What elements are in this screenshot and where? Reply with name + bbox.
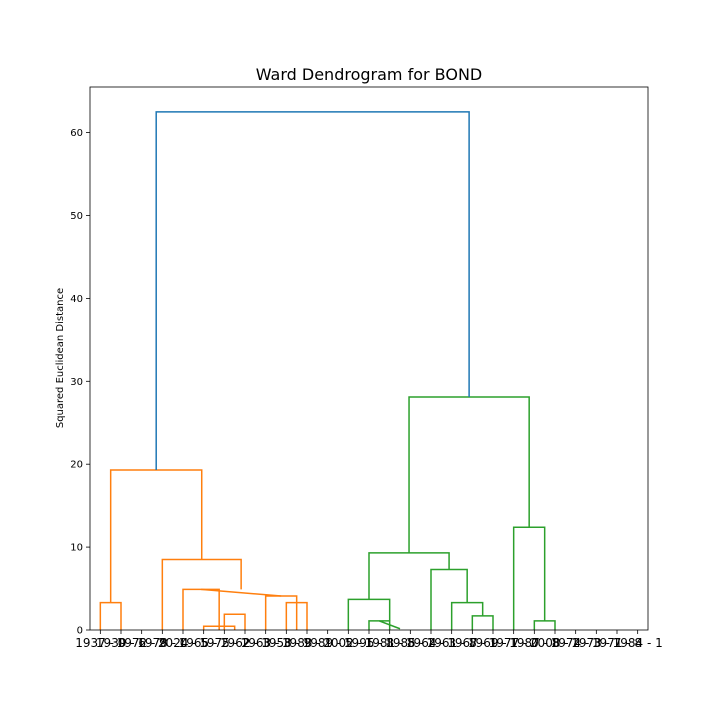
leaf-label-7: 1962 - 3 [220,636,270,650]
leaf-label-22: 2008 - 2 [530,636,580,650]
dendrogram-link-1 [223,613,246,630]
leaf-label-15: 1985 - 2 [385,636,435,650]
y-axis-label: Squared Euclidean Distance [55,288,66,428]
chart-title: Ward Dendrogram for BOND [256,65,483,84]
leaf-label-13: 1995 - 8 [344,636,394,650]
leaf-label-20: 1977 - 0 [489,636,539,650]
leaf-label-18: 1967 - 1 [447,636,497,650]
y-tick-label-1: 10 [70,543,83,554]
leaf-label-6: 1975 - 2 [199,636,249,650]
leaf-label-5: 1965 - 2 [179,636,229,650]
leaf-label-2: 1972 - 9 [117,636,167,650]
leaf-label-12: 2002 - 1 [323,636,373,650]
leaf-label-16: 1964 - 3 [406,636,456,650]
leaf-label-10: 1983 - 1 [282,636,332,650]
y-tick-label-5: 50 [70,211,83,222]
leaf-label-21: 1987 - 8 [509,636,559,650]
leaf-label-8: 1963 - 3 [241,636,291,650]
leaf-label-24: 1973 - 7 [571,636,621,650]
y-tick-label-3: 30 [70,377,83,388]
y-tick-label-0: 0 [77,626,83,637]
y-axis: 0 10 20 30 40 50 60 [70,128,90,637]
y-tick-label-6: 60 [70,128,83,139]
y-tick-label-2: 20 [70,460,83,471]
dendrogram-link-10 [379,620,401,630]
leaf-label-3: 1978 - 0 [137,636,187,650]
leaf-label-1: 1939 - 6 [96,636,146,650]
leaf-label-23: 1974 - 3 [551,636,601,650]
leaf-label-0: 1937 - 0 [75,636,125,650]
y-tick-label-4: 40 [70,294,83,305]
leaf-label-11: 1989 - 5 [303,636,353,650]
dendrogram-link-19 [155,111,470,470]
leaf-label-4: 2024 - 5 [158,636,208,650]
leaf-label-9: 1958 - 9 [261,636,311,650]
leaf-label-17: 1961 - 8 [427,636,477,650]
leaf-label-26: 1984 - 1 [613,636,663,650]
leaf-label-19: 1969 - 1 [468,636,518,650]
leaf-label-25: 1971 - 8 [592,636,642,650]
dendrogram-link-6 [201,588,282,597]
dendrogram-links [99,111,556,630]
leaf-label-14: 1981 - 8 [365,636,415,650]
